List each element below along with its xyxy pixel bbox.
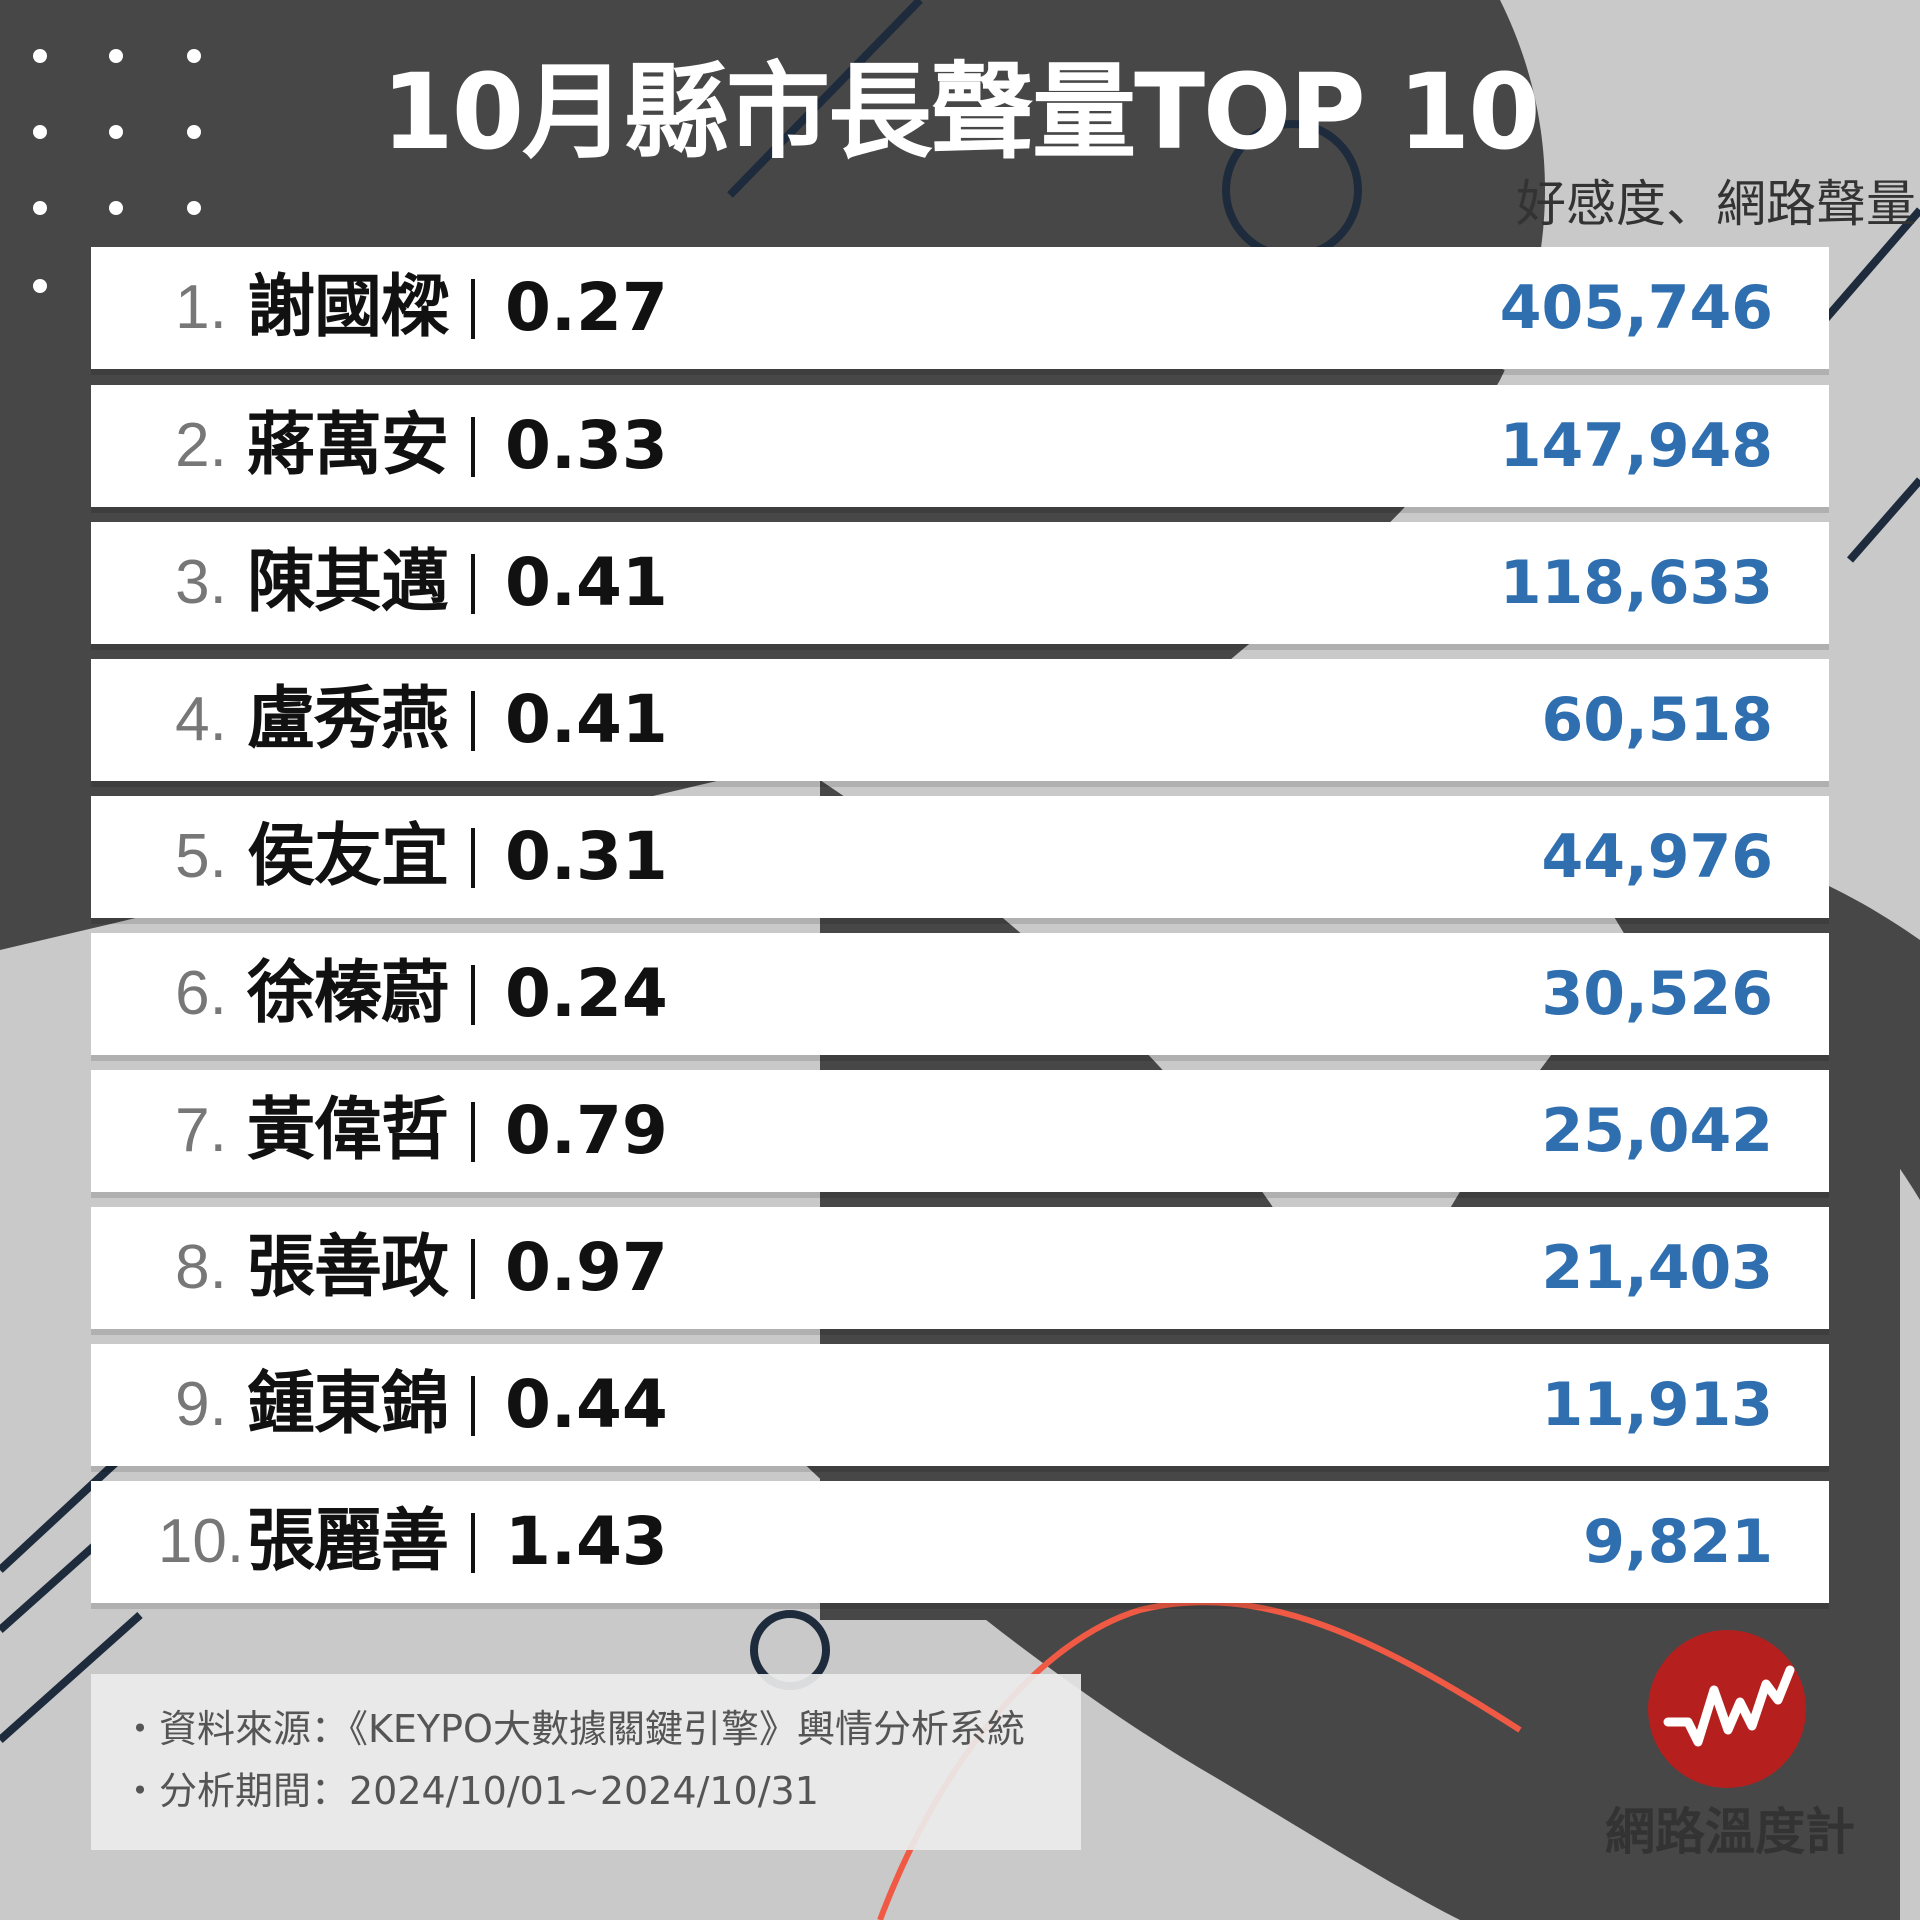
ranking-row: 9. 鍾東錦 0.44 11,913 bbox=[91, 1344, 1829, 1466]
rank-number: 2. bbox=[175, 411, 227, 480]
divider bbox=[471, 1513, 475, 1573]
rank-number: 7. bbox=[175, 1096, 227, 1165]
rank-number: 9. bbox=[175, 1370, 227, 1439]
ranking-row: 6. 徐榛蔚 0.24 30,526 bbox=[91, 933, 1829, 1055]
rank-number: 3. bbox=[175, 548, 227, 617]
divider bbox=[471, 965, 475, 1025]
ranking-row: 1. 謝國樑 0.27 405,746 bbox=[91, 247, 1829, 369]
mayor-name: 盧秀燕 bbox=[247, 680, 449, 759]
ranking-row: 7. 黃偉哲 0.79 25,042 bbox=[91, 1070, 1829, 1192]
analysis-period-text: ・分析期間：2024/10/01~2024/10/31 bbox=[121, 1769, 819, 1813]
brand-name: 網路溫度計 bbox=[1605, 1803, 1855, 1861]
mayor-name: 徐榛蔚 bbox=[247, 954, 449, 1033]
divider bbox=[471, 554, 475, 614]
mayor-name: 鍾東錦 bbox=[247, 1365, 449, 1444]
online-volume: 44,976 bbox=[1541, 822, 1773, 892]
page-title: 10月縣市長聲量TOP 10 bbox=[381, 51, 1540, 173]
ranking-row: 3. 陳其邁 0.41 118,633 bbox=[91, 522, 1829, 644]
divider bbox=[471, 691, 475, 751]
favorability-score: 0.24 bbox=[505, 955, 668, 1032]
rank-number: 5. bbox=[175, 822, 227, 891]
source-note: ・資料來源：《KEYPO大數據關鍵引擎》輿情分析系統 ・分析期間：2024/10… bbox=[91, 1674, 1081, 1850]
mayor-name: 蔣萬安 bbox=[247, 406, 449, 485]
rank-number: 8. bbox=[175, 1233, 227, 1302]
divider bbox=[471, 828, 475, 888]
online-volume: 147,948 bbox=[1499, 411, 1773, 481]
favorability-score: 0.97 bbox=[505, 1229, 668, 1306]
favorability-score: 0.41 bbox=[505, 544, 668, 621]
favorability-score: 0.33 bbox=[505, 407, 668, 484]
mayor-name: 侯友宜 bbox=[247, 817, 449, 896]
favorability-score: 0.41 bbox=[505, 681, 668, 758]
rank-number: 10. bbox=[157, 1507, 245, 1576]
online-volume: 60,518 bbox=[1541, 685, 1773, 755]
online-volume: 21,403 bbox=[1541, 1233, 1773, 1303]
mayor-name: 張麗善 bbox=[247, 1502, 449, 1581]
ranking-row: 10. 張麗善 1.43 9,821 bbox=[91, 1481, 1829, 1603]
ranking-row: 2. 蔣萬安 0.33 147,948 bbox=[91, 385, 1829, 507]
divider bbox=[471, 1239, 475, 1299]
pulse-line-icon bbox=[1663, 1665, 1795, 1747]
divider bbox=[471, 279, 475, 339]
favorability-score: 0.44 bbox=[505, 1366, 668, 1443]
favorability-score: 0.31 bbox=[505, 818, 668, 895]
mayor-name: 黃偉哲 bbox=[247, 1091, 449, 1170]
divider bbox=[471, 1102, 475, 1162]
divider bbox=[471, 1376, 475, 1436]
online-volume: 405,746 bbox=[1499, 273, 1773, 343]
online-volume: 25,042 bbox=[1541, 1096, 1773, 1166]
ranking-row: 4. 盧秀燕 0.41 60,518 bbox=[91, 659, 1829, 781]
logo bbox=[1648, 1630, 1806, 1788]
rank-number: 4. bbox=[175, 685, 227, 754]
online-volume: 11,913 bbox=[1541, 1370, 1773, 1440]
mayor-name: 謝國樑 bbox=[247, 268, 449, 347]
column-header-subtitle: 好感度、網路聲量 bbox=[1516, 175, 1916, 233]
data-source-text: ・資料來源：《KEYPO大數據關鍵引擎》輿情分析系統 bbox=[121, 1707, 1025, 1751]
rank-number: 6. bbox=[175, 959, 227, 1028]
rank-number: 1. bbox=[175, 273, 227, 342]
divider bbox=[471, 417, 475, 477]
mayor-name: 張善政 bbox=[247, 1228, 449, 1307]
online-volume: 118,633 bbox=[1499, 548, 1773, 618]
online-volume: 30,526 bbox=[1541, 959, 1773, 1029]
mayor-name: 陳其邁 bbox=[247, 543, 449, 622]
ranking-row: 8. 張善政 0.97 21,403 bbox=[91, 1207, 1829, 1329]
favorability-score: 0.79 bbox=[505, 1092, 668, 1169]
favorability-score: 0.27 bbox=[505, 269, 668, 346]
ranking-row: 5. 侯友宜 0.31 44,976 bbox=[91, 796, 1829, 918]
online-volume: 9,821 bbox=[1583, 1507, 1773, 1577]
favorability-score: 1.43 bbox=[505, 1503, 668, 1580]
